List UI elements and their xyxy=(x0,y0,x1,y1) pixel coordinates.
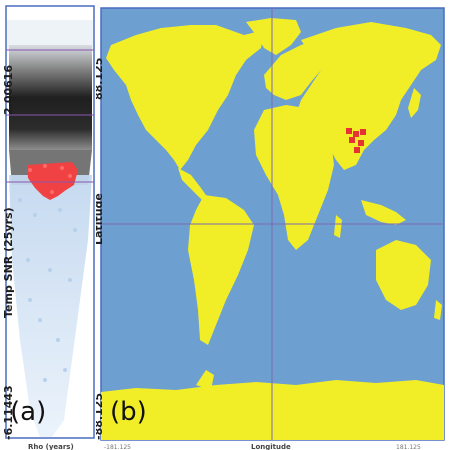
greenland xyxy=(246,18,301,55)
panel-b-map: 88.125 Latitude -88.125 (b) -181.125 Lon… xyxy=(96,7,445,450)
antarctic-peninsula xyxy=(196,370,214,390)
panel-a-plot: 2.00616 Temp SNR (25yrs) -6.11443 (a) Rh… xyxy=(2,5,95,450)
red-scatter-dots xyxy=(28,164,72,194)
panel-a-letter: (a) xyxy=(10,397,46,427)
central-america xyxy=(178,168,208,200)
red-highlight-region xyxy=(27,162,78,200)
australia xyxy=(376,240,431,310)
madagascar xyxy=(334,215,342,238)
scatter-dots xyxy=(18,198,77,382)
panel-a-y-min: -6.11443 xyxy=(2,385,15,440)
europe xyxy=(264,40,326,100)
panel-a: 2.00616 Temp SNR (25yrs) -6.11443 (a) Rh… xyxy=(0,0,96,450)
north-america xyxy=(106,25,264,170)
panel-b-y-min: -88.125 xyxy=(96,393,105,440)
panel-b-x-right: 181.125 xyxy=(396,444,421,450)
panel-a-y-axis-label: Temp SNR (25yrs) xyxy=(2,207,15,318)
panel-b: 88.125 Latitude -88.125 (b) -181.125 Lon… xyxy=(96,0,450,450)
panel-b-y-max: 88.125 xyxy=(96,58,105,100)
japan xyxy=(408,88,421,118)
panel-b-y-axis-label: Latitude xyxy=(96,193,105,245)
dark-density-band xyxy=(9,45,92,150)
light-density-cone xyxy=(9,175,92,437)
panel-a-x-axis-label: Rho (years) xyxy=(28,443,74,450)
indonesia xyxy=(361,200,406,225)
panel-a-y-max: 2.00616 xyxy=(2,65,15,115)
panel-b-letter: (b) xyxy=(110,397,147,427)
highlight-cells xyxy=(346,128,366,153)
panel-b-x-axis-label: Longitude xyxy=(251,443,291,450)
panel-b-x-left: -181.125 xyxy=(104,444,131,450)
reference-lines xyxy=(6,49,94,183)
africa xyxy=(254,105,334,250)
map-axes xyxy=(101,8,444,440)
new-zealand xyxy=(434,300,442,320)
asia xyxy=(296,22,441,170)
south-america xyxy=(188,195,254,345)
